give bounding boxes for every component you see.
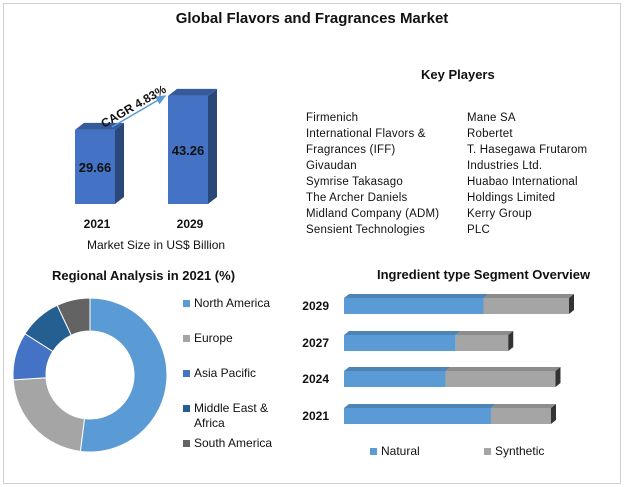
bar-end-face [569,294,574,314]
market-size-caption: Market Size in US$ Billion [87,238,226,252]
key-player-item: International Flavors & [306,128,426,140]
key-player-item: Industries Ltd. [467,160,543,172]
segment-natural-2021 [344,408,491,424]
bar-end-face [551,404,556,424]
legend-label: North America [194,296,271,310]
key-players-column-2: Mane SA Robertet T. Hasegawa Frutarom Indus… [467,110,587,238]
bar-end-face [555,367,561,387]
donut-slice-south-america [56,297,91,336]
market-bar-2029 [168,95,208,204]
cagr-arrow [111,95,167,128]
legend-swatch [183,370,190,377]
ingredient-year-label: 2021 [302,409,329,423]
bar-top [75,122,124,130]
segment-natural-2029 [344,298,484,314]
segment-top [344,404,496,408]
legend-swatch [183,405,190,412]
segment-top [455,331,514,335]
segment-top [344,331,461,335]
bar-side [208,88,217,204]
ingredient-year-label: 2029 [302,299,329,313]
ingredient-year-label: 2027 [302,336,329,350]
legend-swatch [370,448,377,455]
key-player-item: Robertet [467,128,513,140]
key-players-column-1: Firmenich International Flavors & Fragranc… [306,110,439,238]
legend-label: Asia Pacific [194,366,257,380]
key-player-item: PLC [467,224,490,236]
bar-value-label: 29.66 [79,160,112,175]
segment-top [490,404,556,408]
donut-slice-north-america [79,297,168,453]
key-player-item: Mane SA [467,112,516,124]
segment-synthetic-2024 [445,371,556,387]
key-player-item: T. Hasegawa Frutarom [467,144,588,156]
key-player-item: The Archer Daniels [306,192,408,204]
key-players-heading: Key Players [421,67,495,82]
legend-label: Natural [381,444,420,458]
legend-label: Europe [194,331,233,345]
key-player-item: Firmenich [306,112,359,124]
market-bar-2021 [75,129,115,204]
key-player-item: Symrise Takasago [306,176,403,188]
legend-swatch [183,440,190,447]
legend-swatch [183,300,190,307]
key-player-item: Holdings Limited [467,192,556,204]
ingredient-heading: Ingredient type Segment Overview [377,267,591,282]
bar-top [168,88,217,96]
legend-label: South America [194,436,273,450]
legend-label: Middle East & Africa [194,401,269,430]
segment-synthetic-2021 [490,408,551,424]
key-player-item: Huabao International [467,176,578,188]
regional-heading: Regional Analysis in 2021 (%) [52,268,236,283]
key-player-item: Givaudan [306,160,357,172]
legend-swatch [183,335,190,342]
page-title: Global Flavors and Fragrances Market [175,10,449,27]
bar-category-label: 2029 [177,217,204,231]
bar-side [115,122,124,204]
infographic-frame [3,3,621,484]
segment-top [344,294,489,298]
legend-swatch [484,448,491,455]
segment-synthetic-2029 [483,298,569,314]
ingredient-year-label: 2024 [302,372,329,386]
key-player-item: Midland Company (ADM) [306,208,440,220]
key-player-item: Kerry Group [467,208,532,220]
segment-top [445,367,561,371]
key-player-item: Fragrances (IFF) [306,144,396,156]
legend-label: Synthetic [495,444,545,458]
segment-natural-2027 [344,335,456,351]
bar-value-label: 43.26 [172,143,205,158]
segment-synthetic-2027 [455,335,509,351]
segment-top [483,294,574,298]
key-player-item: Sensient Technologies [306,224,426,236]
bar-category-label: 2021 [84,217,111,231]
bar-end-face [508,331,514,351]
segment-natural-2024 [344,371,446,387]
segment-top [344,367,451,371]
